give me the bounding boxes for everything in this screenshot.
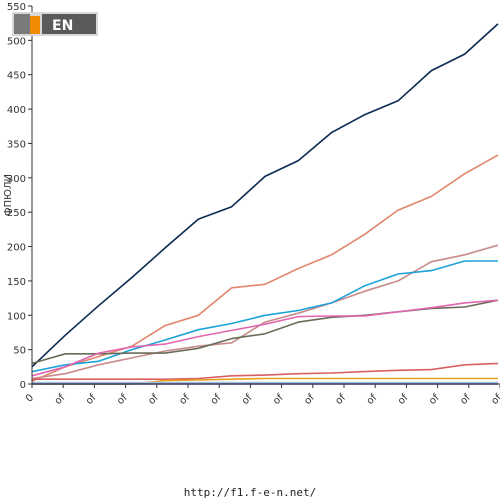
footer-url[interactable]: http://f1.f-e-n.net/ xyxy=(183,486,317,499)
x-tick-label: of xyxy=(396,392,411,407)
x-tick-label: of xyxy=(115,392,130,407)
x-tick-label: of xyxy=(178,392,193,407)
y-tick-label: 150 xyxy=(7,277,26,288)
f1en-logo: EN xyxy=(12,10,98,38)
x-tick-label: of xyxy=(271,392,286,407)
y-tick-label: 450 xyxy=(7,71,26,82)
series-line-7 xyxy=(32,362,499,381)
x-tick-label: of xyxy=(458,392,473,407)
y-axis-title: ФПЮЛИ xyxy=(3,174,14,216)
series-line-6 xyxy=(31,299,499,377)
x-tick-label: of xyxy=(334,392,349,407)
y-tick-label: 550 xyxy=(7,2,26,13)
y-tick-label: 100 xyxy=(7,311,26,322)
x-axis-ticks: 0 of of of of of of of of of of of of of of of xyxy=(24,384,500,407)
x-tick-label: of xyxy=(240,392,255,407)
x-tick-label: of xyxy=(84,392,99,407)
x-tick-label: of xyxy=(490,392,500,407)
svg-text:EN: EN xyxy=(52,18,73,34)
y-tick-label: 250 xyxy=(7,208,26,219)
x-tick-label: 0 xyxy=(24,392,36,404)
y-tick-label: 0 xyxy=(20,380,26,391)
x-tick-label: of xyxy=(365,392,380,407)
y-axis-ticks: 0 50 100 150 200 250 300 350 400 450 500 550 xyxy=(7,2,32,391)
y-tick-label: 300 xyxy=(7,174,26,185)
y-tick-label: 500 xyxy=(7,36,26,47)
x-tick-label: of xyxy=(209,392,224,407)
x-tick-label: of xyxy=(302,392,317,407)
x-tick-label: of xyxy=(53,392,68,407)
series-lines xyxy=(31,23,499,385)
series-line-1 xyxy=(31,23,499,368)
series-line-5 xyxy=(31,299,499,365)
series-line-3 xyxy=(31,244,499,380)
x-tick-label: of xyxy=(427,392,442,407)
series-line-2 xyxy=(31,154,499,383)
y-tick-label: 400 xyxy=(7,105,26,116)
series-line-4 xyxy=(31,260,498,373)
y-tick-label: 350 xyxy=(7,139,26,150)
y-tick-label: 50 xyxy=(13,346,26,357)
y-tick-label: 200 xyxy=(7,243,26,254)
x-tick-label: of xyxy=(146,392,161,407)
